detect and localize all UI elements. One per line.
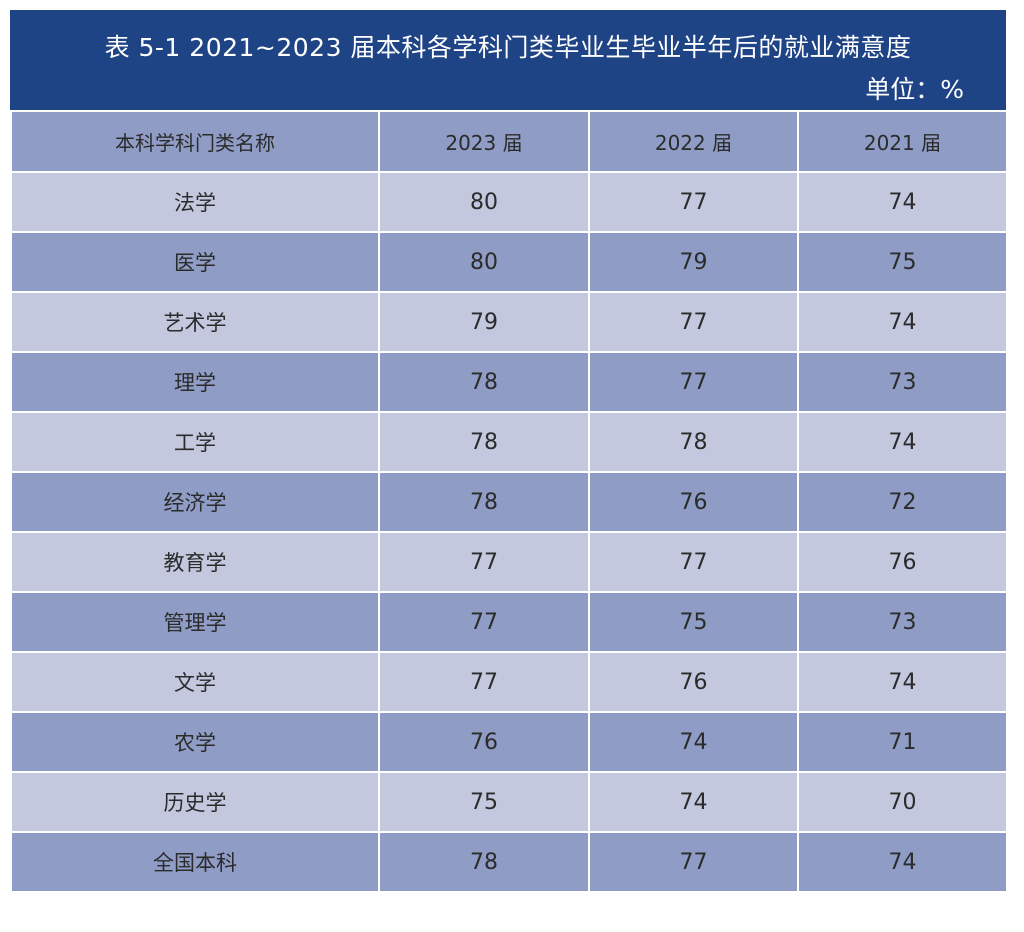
row-name: 全国本科 (10, 831, 380, 893)
header-2023: 2023 届 (378, 110, 590, 173)
cell-2022: 74 (588, 711, 799, 773)
cell-2023: 78 (378, 411, 590, 473)
cell-2022: 79 (588, 231, 799, 293)
cell-2023: 78 (378, 471, 590, 533)
row-name: 理学 (10, 351, 380, 413)
cell-2023: 80 (378, 231, 590, 293)
cell-2022: 77 (588, 291, 799, 353)
row-name: 农学 (10, 711, 380, 773)
row-name: 工学 (10, 411, 380, 473)
header-row: 本科学科门类名称 2023 届 2022 届 2021 届 (10, 110, 1008, 173)
row-name: 教育学 (10, 531, 380, 593)
table-row: 历史学 75 74 70 (10, 771, 1008, 833)
cell-2021: 73 (797, 591, 1008, 653)
cell-2023: 77 (378, 591, 590, 653)
table-title: 表 5-1 2021~2023 届本科各学科门类毕业生毕业半年后的就业满意度 (104, 33, 912, 62)
cell-2022: 75 (588, 591, 799, 653)
cell-2022: 77 (588, 171, 799, 233)
cell-2021: 74 (797, 171, 1008, 233)
header-2022: 2022 届 (588, 110, 799, 173)
cell-2021: 75 (797, 231, 1008, 293)
cell-2023: 75 (378, 771, 590, 833)
cell-2022: 77 (588, 351, 799, 413)
cell-2021: 74 (797, 831, 1008, 893)
cell-2023: 77 (378, 531, 590, 593)
cell-2023: 80 (378, 171, 590, 233)
cell-2021: 73 (797, 351, 1008, 413)
cell-2023: 79 (378, 291, 590, 353)
row-name: 经济学 (10, 471, 380, 533)
satisfaction-table: 表 5-1 2021~2023 届本科各学科门类毕业生毕业半年后的就业满意度 单… (10, 10, 1008, 893)
header-discipline: 本科学科门类名称 (10, 110, 380, 173)
cell-2021: 70 (797, 771, 1008, 833)
table-row: 理学 78 77 73 (10, 351, 1008, 413)
cell-2021: 71 (797, 711, 1008, 773)
cell-2023: 78 (378, 351, 590, 413)
table-row: 农学 76 74 71 (10, 711, 1008, 773)
header-2021: 2021 届 (797, 110, 1008, 173)
table-row: 管理学 77 75 73 (10, 591, 1008, 653)
cell-2021: 76 (797, 531, 1008, 593)
table-title-bar: 表 5-1 2021~2023 届本科各学科门类毕业生毕业半年后的就业满意度 单… (10, 10, 1006, 110)
cell-2023: 76 (378, 711, 590, 773)
table-row: 法学 80 77 74 (10, 171, 1008, 233)
table-row: 文学 77 76 74 (10, 651, 1008, 713)
row-name: 艺术学 (10, 291, 380, 353)
table-row-total: 全国本科 78 77 74 (10, 831, 1008, 893)
table-row: 工学 78 78 74 (10, 411, 1008, 473)
table-row: 艺术学 79 77 74 (10, 291, 1008, 353)
data-table: 本科学科门类名称 2023 届 2022 届 2021 届 法学 80 77 7… (10, 110, 1008, 893)
cell-2022: 74 (588, 771, 799, 833)
row-name: 医学 (10, 231, 380, 293)
table-unit: 单位：% (865, 75, 964, 104)
cell-2023: 78 (378, 831, 590, 893)
cell-2021: 74 (797, 411, 1008, 473)
table-row: 教育学 77 77 76 (10, 531, 1008, 593)
row-name: 历史学 (10, 771, 380, 833)
cell-2021: 74 (797, 651, 1008, 713)
row-name: 法学 (10, 171, 380, 233)
row-name: 文学 (10, 651, 380, 713)
cell-2022: 76 (588, 651, 799, 713)
cell-2022: 77 (588, 531, 799, 593)
table-row: 经济学 78 76 72 (10, 471, 1008, 533)
table-row: 医学 80 79 75 (10, 231, 1008, 293)
cell-2021: 72 (797, 471, 1008, 533)
cell-2021: 74 (797, 291, 1008, 353)
cell-2022: 77 (588, 831, 799, 893)
row-name: 管理学 (10, 591, 380, 653)
cell-2022: 78 (588, 411, 799, 473)
cell-2022: 76 (588, 471, 799, 533)
cell-2023: 77 (378, 651, 590, 713)
